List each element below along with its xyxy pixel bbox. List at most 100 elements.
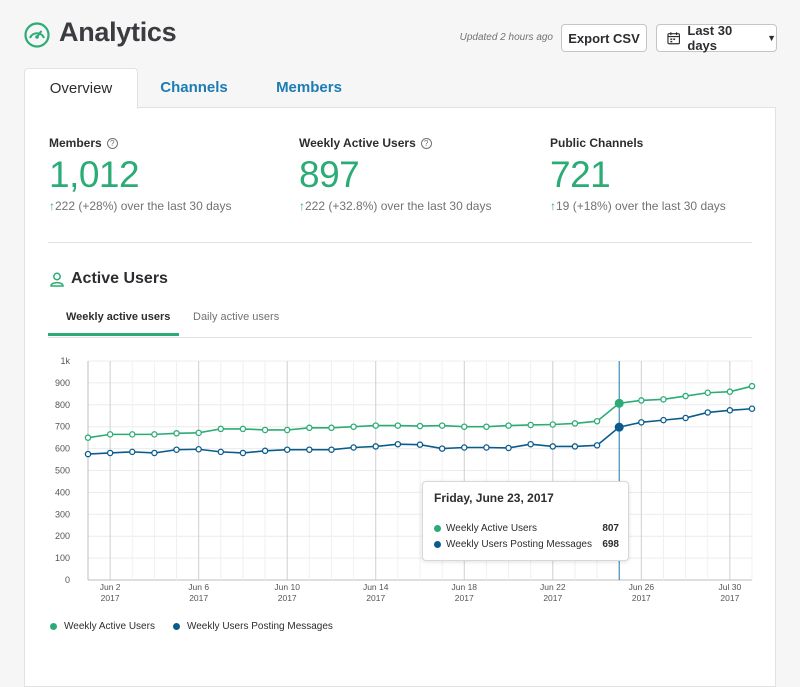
data-point xyxy=(151,431,158,438)
help-icon[interactable]: ? xyxy=(420,137,432,149)
arrow-up-icon: ↑ xyxy=(49,199,55,213)
data-point xyxy=(638,419,645,426)
x-tick-label: Jun 14 xyxy=(363,582,389,592)
chart-legend: Weekly Active Users Weekly Users Posting… xyxy=(50,621,351,632)
data-point xyxy=(416,441,424,448)
x-tick-label: Jun 6 xyxy=(188,582,209,592)
data-point xyxy=(593,417,601,425)
data-point xyxy=(195,429,202,437)
stat-label: Weekly Active Users xyxy=(299,136,416,150)
data-point xyxy=(328,446,335,453)
data-point-highlighted xyxy=(614,398,624,408)
data-point xyxy=(372,422,379,429)
export-csv-button[interactable]: Export CSV xyxy=(561,24,647,52)
data-point xyxy=(106,431,114,438)
subtab-daily-active-users[interactable]: Daily active users xyxy=(193,311,280,323)
arrow-up-icon: ↑ xyxy=(550,199,556,213)
date-range-dropdown[interactable]: Last 30 days ▼ xyxy=(656,23,777,53)
data-point xyxy=(660,416,667,424)
stat-public-channels: Public Channels 721 ↑19 (+18%) over the … xyxy=(550,136,726,213)
data-point xyxy=(483,423,490,430)
data-point xyxy=(394,440,402,448)
data-point xyxy=(261,426,269,434)
y-tick-label: 300 xyxy=(55,509,70,519)
header: Analytics Updated 2 hours ago Export CSV… xyxy=(0,0,800,70)
data-point xyxy=(350,444,357,451)
caret-down-icon: ▼ xyxy=(767,33,776,43)
updated-timestamp: Updated 2 hours ago xyxy=(459,32,553,43)
data-point xyxy=(106,449,114,457)
data-point xyxy=(505,422,512,429)
data-point xyxy=(571,420,579,427)
data-point xyxy=(638,397,645,404)
y-tick-label: 700 xyxy=(55,422,70,432)
help-icon[interactable]: ? xyxy=(106,137,118,149)
data-point xyxy=(217,425,225,433)
series-dot xyxy=(50,623,57,630)
data-point xyxy=(261,447,269,455)
data-point xyxy=(660,396,667,403)
stat-value: 897 xyxy=(299,154,360,195)
x-tick-year: 2017 xyxy=(278,593,297,603)
series-dot xyxy=(172,623,180,630)
y-tick-label: 800 xyxy=(55,400,70,410)
stat-change: ↑19 (+18%) over the last 30 days xyxy=(550,199,726,213)
tooltip-row-weekly-active: Weekly Active Users 807 xyxy=(434,523,619,534)
data-point xyxy=(461,444,468,451)
stat-change: ↑222 (+28%) over the last 30 days xyxy=(49,199,232,213)
data-point xyxy=(571,443,579,450)
data-point-highlighted xyxy=(614,422,624,432)
data-point xyxy=(416,422,424,430)
x-tick-label: Jun 2 xyxy=(100,582,121,592)
data-point xyxy=(239,425,247,433)
legend-item-weekly-users-posting[interactable]: Weekly Users Posting Messages xyxy=(172,621,333,632)
y-tick-label: 600 xyxy=(55,444,70,454)
x-tick-year: 2017 xyxy=(632,593,651,603)
data-point xyxy=(549,443,557,450)
data-point xyxy=(527,421,534,429)
divider xyxy=(48,242,752,243)
data-point xyxy=(239,449,247,457)
tab-channels[interactable]: Channels xyxy=(160,79,228,96)
data-point xyxy=(748,405,756,412)
tab-members[interactable]: Members xyxy=(276,79,342,96)
y-tick-label: 500 xyxy=(55,466,70,476)
series-dot xyxy=(434,541,441,548)
tooltip-date: Friday, June 23, 2017 xyxy=(434,491,554,505)
data-point xyxy=(549,421,557,428)
arrow-up-icon: ↑ xyxy=(299,199,305,213)
y-tick-label: 100 xyxy=(55,553,70,563)
tab-overview[interactable]: Overview xyxy=(24,68,138,109)
active-users-subtabs: Weekly active users Daily active users xyxy=(48,305,752,338)
data-point xyxy=(704,409,711,416)
data-point xyxy=(748,382,756,390)
data-point xyxy=(84,434,92,441)
data-point xyxy=(438,445,446,452)
stat-value: 1,012 xyxy=(49,154,140,195)
stat-weekly-active-users: Weekly Active Users ? 897 ↑222 (+32.8%) … xyxy=(299,136,491,213)
data-point xyxy=(283,426,291,434)
stat-value: 721 xyxy=(550,154,611,195)
legend-item-weekly-active-users[interactable]: Weekly Active Users xyxy=(50,621,155,632)
subtab-weekly-active-users[interactable]: Weekly active users xyxy=(66,311,171,323)
data-point xyxy=(682,414,689,422)
data-point xyxy=(306,424,313,432)
user-icon xyxy=(50,272,64,287)
data-point xyxy=(505,444,512,452)
calendar-icon xyxy=(667,32,681,45)
data-point xyxy=(682,392,689,400)
x-tick-label: Jul 30 xyxy=(719,582,742,592)
chart-tooltip: Friday, June 23, 2017 Weekly Active User… xyxy=(422,481,629,561)
data-point xyxy=(461,423,468,430)
data-point xyxy=(704,389,711,397)
x-tick-year: 2017 xyxy=(101,593,120,603)
data-point xyxy=(726,407,734,414)
x-tick-label: Jun 26 xyxy=(629,582,655,592)
x-tick-year: 2017 xyxy=(720,593,739,603)
speedometer-icon xyxy=(24,22,50,48)
data-point xyxy=(173,430,180,437)
data-point xyxy=(195,446,202,453)
y-tick-label: 400 xyxy=(55,487,70,497)
data-point xyxy=(593,442,601,449)
data-point xyxy=(350,423,357,430)
